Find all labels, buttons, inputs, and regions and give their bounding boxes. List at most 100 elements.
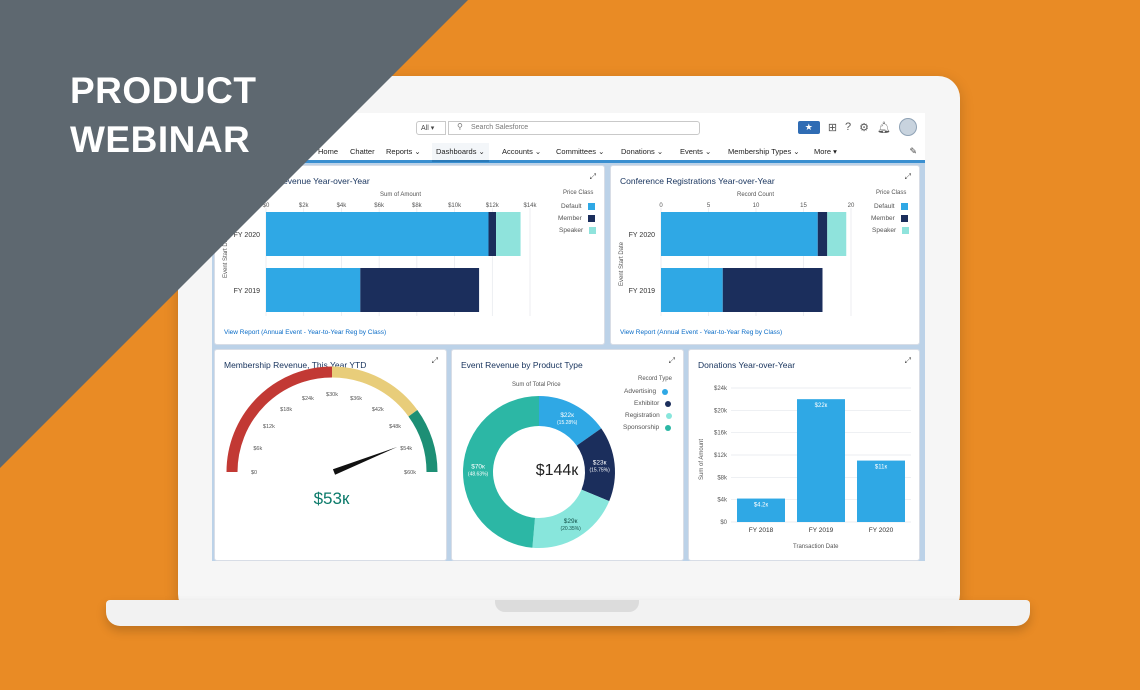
donation-bar [857,460,905,522]
nav-bar: Home Chatter Reports ⌄ Dashboards ⌄ Acco… [212,141,925,163]
bar-segment-default [661,212,818,256]
bar-segment-default [266,268,361,312]
row-label: FY 2020 [234,232,260,239]
legend-title: Record Type [638,376,672,382]
donut-slice-exhibitor [576,428,615,502]
search-icon: ⚲ [457,122,463,131]
gauge-tick-label: $60k [404,470,416,476]
donut-slice-advertising [539,396,602,446]
legend-item-advertising: Advertising [624,388,669,395]
legend-title: Price Class [563,190,594,196]
gauge-tick-label: $18k [280,407,292,413]
y-tick-label: $20k [714,408,728,414]
y-tick-label: $16k [714,431,728,437]
bar-value-label: $4.2к [754,503,769,509]
card-conference-registrations: Conference Registrations Year-over-Year … [610,165,920,345]
x-tick-label: $4k [337,203,348,209]
gear-icon[interactable]: ⚙ [859,121,870,134]
gauge-value: $53к [313,489,350,508]
x-tick-label: FY 2020 [869,527,894,534]
membership-gauge: $0 $6k $12k $18k $24k $30k $36k $42k $48k $54k $60… [226,366,438,476]
expand-icon[interactable]: ⤢ [904,356,911,365]
search-input[interactable]: ⚲ Search Salesforce [448,121,700,135]
donation-bar [797,399,845,522]
nav-item-reports[interactable]: Reports ⌄ [386,147,421,156]
banner-title: PRODUCT WEBINAR [70,66,256,164]
expand-icon[interactable]: ⤢ [668,356,675,365]
y-tick-label: $0 [720,520,727,526]
nav-item-membership-types[interactable]: Membership Types ⌄ [728,147,800,156]
row-label: FY 2019 [234,288,260,295]
bar-segment-speaker [496,212,521,256]
legend-item-exhibitor: Exhibitor [634,400,672,407]
legend-title: Price Class [876,190,907,196]
donation-bar [737,498,785,522]
donut-slice-sponsorship [463,396,539,548]
expand-icon[interactable]: ⤢ [904,172,911,181]
y-axis-title: Sum of Amount [699,438,705,480]
x-tick-label: $2k [299,203,310,209]
nav-item-home[interactable]: Home [318,147,339,156]
legend-item-speaker: Speaker [872,227,910,234]
laptop-notch [495,600,639,612]
legend-item-speaker: Speaker [559,227,597,234]
x-tick-label: 15 [800,203,807,209]
nav-item-dashboards[interactable]: Dashboards ⌄ [432,143,489,162]
nav-item-more[interactable]: More ▾ [814,147,837,156]
banner-line-2: WEBINAR [70,119,251,160]
bar-segment-member [817,212,828,256]
legend-item-registration: Registration [625,412,672,419]
row-label: FY 2020 [629,232,655,239]
card-title: Donations Year-over-Year [698,360,796,370]
card-title: Event Revenue by Product Type [461,360,583,370]
x-tick-label: 0 [659,203,663,209]
bar-segment-member [488,212,497,256]
x-tick-label: $12k [486,203,500,209]
y-tick-label: $8k [717,475,728,481]
gauge-tick-label: $42k [372,407,384,413]
donut-center-total: $144к [535,462,579,479]
gauge-band-2 [408,409,438,473]
donut-slice-registration [532,489,610,548]
help-icon[interactable]: ? [845,121,852,133]
search-placeholder: Search Salesforce [471,124,529,131]
legend-item-member: Member [558,215,595,222]
bar-segment-default [266,212,489,256]
bar-segment-member [360,268,480,312]
slice-percent-label: (15.28%) [557,420,578,426]
nav-item-chatter[interactable]: Chatter [350,147,375,156]
y-axis-title: Event Start Date [223,233,229,278]
add-icon[interactable]: ⊞ [827,121,838,134]
expand-icon[interactable]: ⤢ [589,172,596,181]
bar-value-label: $22к [815,403,828,409]
event-revenue-donut: $22к(15.28%) $23к(15.75%) $29к(20.35%) $70к… [463,396,615,548]
bar-segment-speaker [827,212,847,256]
avatar[interactable] [899,118,917,136]
x-tick-label: $10k [448,203,462,209]
bar-segment-member [722,268,823,312]
row-label: FY 2019 [629,288,655,295]
y-tick-label: $12k [714,453,728,459]
view-report-link[interactable]: View Report (Annual Event - Year-to-Year… [224,329,387,336]
legend-item-member: Member [871,215,908,222]
card-membership-revenue: Membership Revenue, This Year YTD ⤢ $0 $6… [214,349,447,561]
slice-value-label: $29к [564,518,578,525]
nav-item-committees[interactable]: Committees ⌄ [556,147,605,156]
view-report-link[interactable]: View Report (Annual Event - Year-to-Year… [620,329,783,336]
nav-item-events[interactable]: Events ⌄ [680,147,712,156]
y-tick-label: $24k [714,386,728,392]
edit-icon[interactable]: ✎ [909,146,917,156]
x-tick-label: FY 2019 [809,527,834,534]
nav-item-donations[interactable]: Donations ⌄ [621,147,664,156]
slice-percent-label: (20.35%) [560,526,581,532]
legend-item-default: Default [561,203,595,210]
bell-icon[interactable]: 🔔︎ [877,121,891,134]
x-tick-label: $6k [374,203,385,209]
x-tick-label: $8k [412,203,423,209]
nav-item-accounts[interactable]: Accounts ⌄ [502,147,542,156]
axis-title: Record Count [737,192,775,198]
search-scope-select[interactable]: All ▾ [416,121,446,135]
slice-percent-label: (48.63%) [468,471,489,477]
dashboard-content: Annual Event Revenue Year-over-Year ⤢ Su… [212,163,925,561]
favorites-icon[interactable]: ★ [797,120,820,134]
